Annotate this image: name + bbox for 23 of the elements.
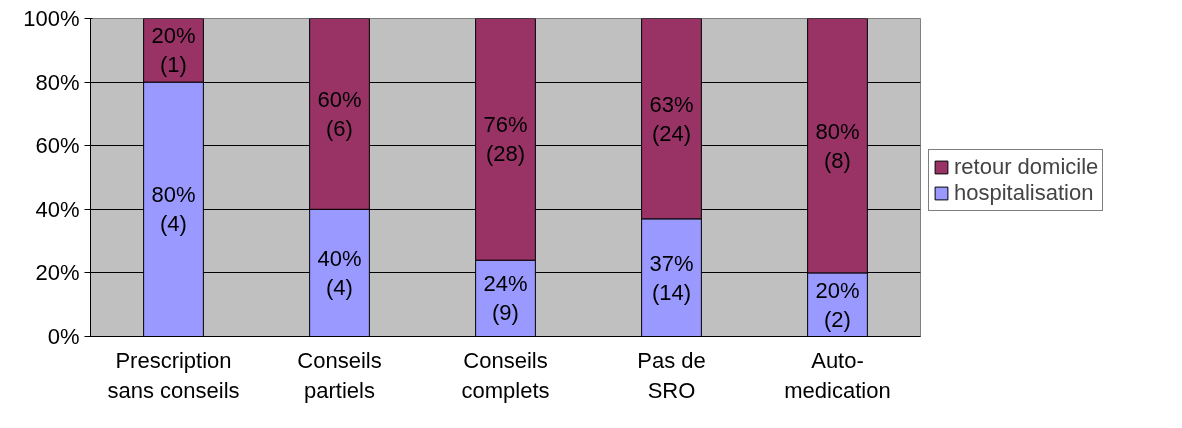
data-label: 80% (4) [151, 182, 196, 237]
x-tick-label: Conseils complets [461, 347, 550, 403]
y-tick-label: 20% [35, 260, 80, 286]
data-label: 37% (14) [649, 250, 694, 305]
data-label: 20% (1) [151, 23, 196, 78]
data-label: 63% (24) [649, 91, 694, 146]
data-label: 60% (6) [317, 87, 362, 141]
x-tick-label: Prescription sans conseils [107, 347, 240, 403]
y-tick-label: 100% [23, 6, 80, 31]
data-label: 80% (8) [815, 118, 860, 173]
data-label: 40% (4) [317, 246, 362, 300]
legend-label: retour domicile [954, 154, 1099, 180]
data-label: 20% (2) [815, 277, 860, 332]
x-tick-label: Pas de SRO [637, 347, 706, 403]
data-label: 24% (9) [483, 271, 528, 326]
x-tick-label: Conseils partiels [297, 347, 382, 403]
x-tick-label: Auto- medication [784, 347, 891, 403]
legend-label: hospitalisation [954, 180, 1094, 206]
y-tick-label: 40% [35, 196, 80, 222]
y-tick-label: 60% [35, 133, 80, 159]
data-label: 76% (28) [483, 112, 528, 167]
y-tick-label: 0% [47, 324, 80, 349]
y-tick-label: 80% [35, 69, 80, 95]
